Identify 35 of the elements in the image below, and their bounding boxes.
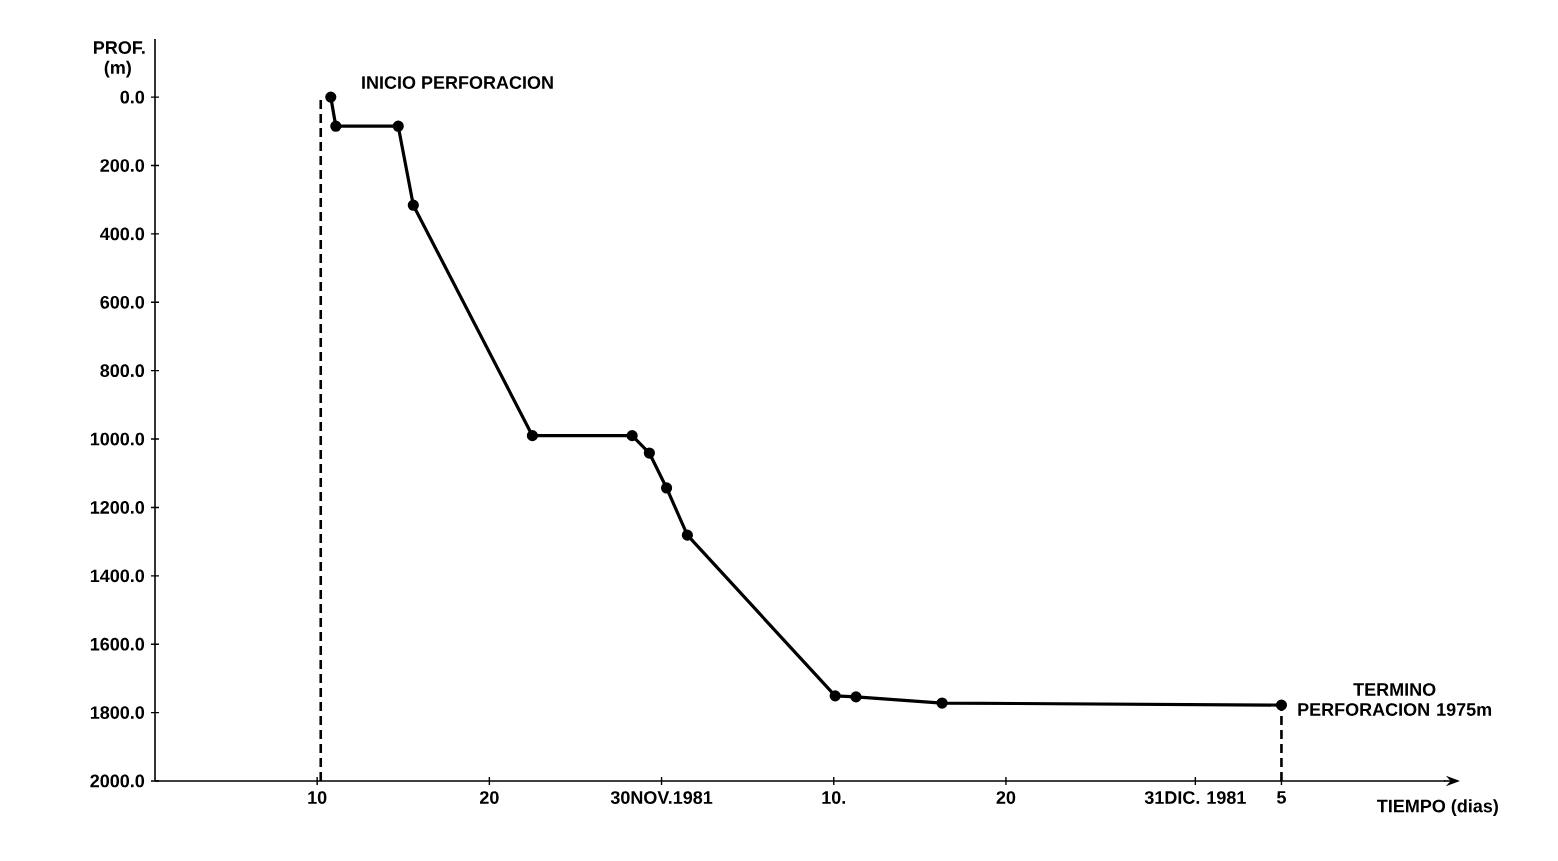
y-tick-label: 2000.0 bbox=[90, 774, 145, 788]
point bbox=[325, 91, 337, 103]
point bbox=[829, 690, 841, 702]
y-tick-label: 1800.0 bbox=[90, 706, 145, 719]
point bbox=[330, 120, 342, 132]
point bbox=[850, 691, 862, 703]
point bbox=[660, 482, 673, 494]
point bbox=[936, 697, 948, 709]
point bbox=[1275, 699, 1288, 711]
x-tick-label: 10 bbox=[308, 791, 327, 804]
y-tick-label: 1400.0 bbox=[90, 569, 145, 583]
y-tick-label: 1600.0 bbox=[90, 637, 145, 651]
y-tick-label: 600.0 bbox=[100, 295, 145, 309]
annotation: INICIO PERFORACION bbox=[362, 76, 553, 89]
x-tick-label: 10. bbox=[822, 791, 846, 804]
x-axis-title: TIEMPO (dias) bbox=[1377, 799, 1498, 816]
point bbox=[392, 120, 404, 132]
y-tick-label: 0.0 bbox=[120, 90, 145, 104]
point bbox=[626, 430, 638, 442]
x-tick-label: 5 bbox=[1277, 791, 1286, 804]
x-tick-label: 30NOV.1981 bbox=[610, 791, 713, 804]
y-tick-label: 1000.0 bbox=[90, 432, 145, 446]
point bbox=[681, 529, 693, 541]
point bbox=[407, 199, 419, 211]
y-tick-label: 400.0 bbox=[100, 227, 145, 241]
x-tick-label: 20 bbox=[479, 791, 499, 804]
point bbox=[643, 447, 655, 459]
annotation: TERMINO PERFORACION 1975m bbox=[1298, 683, 1492, 716]
point bbox=[526, 430, 539, 442]
y-tick-label: 1200.0 bbox=[90, 501, 145, 514]
x-tick-label: 31DIC. 1981 bbox=[1144, 791, 1246, 804]
x-tick-label: 20 bbox=[996, 791, 1016, 804]
y-tick-label: 200.0 bbox=[100, 159, 145, 172]
y-tick-label: 800.0 bbox=[100, 364, 145, 378]
y-axis-title: PROF. (m) bbox=[94, 41, 145, 78]
